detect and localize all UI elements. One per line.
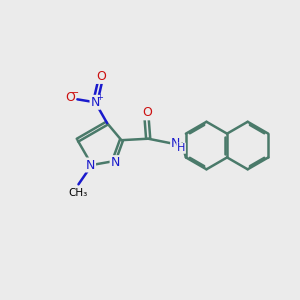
Text: O: O [65,91,75,104]
Text: +: + [96,93,103,102]
Text: O: O [142,106,152,119]
Text: −: − [71,88,79,98]
Text: CH₃: CH₃ [69,188,88,198]
Text: O: O [96,70,106,83]
Text: N: N [171,137,181,150]
Text: N: N [111,156,120,169]
Text: N: N [86,158,95,172]
Text: H: H [177,143,185,153]
Text: N: N [91,96,100,109]
